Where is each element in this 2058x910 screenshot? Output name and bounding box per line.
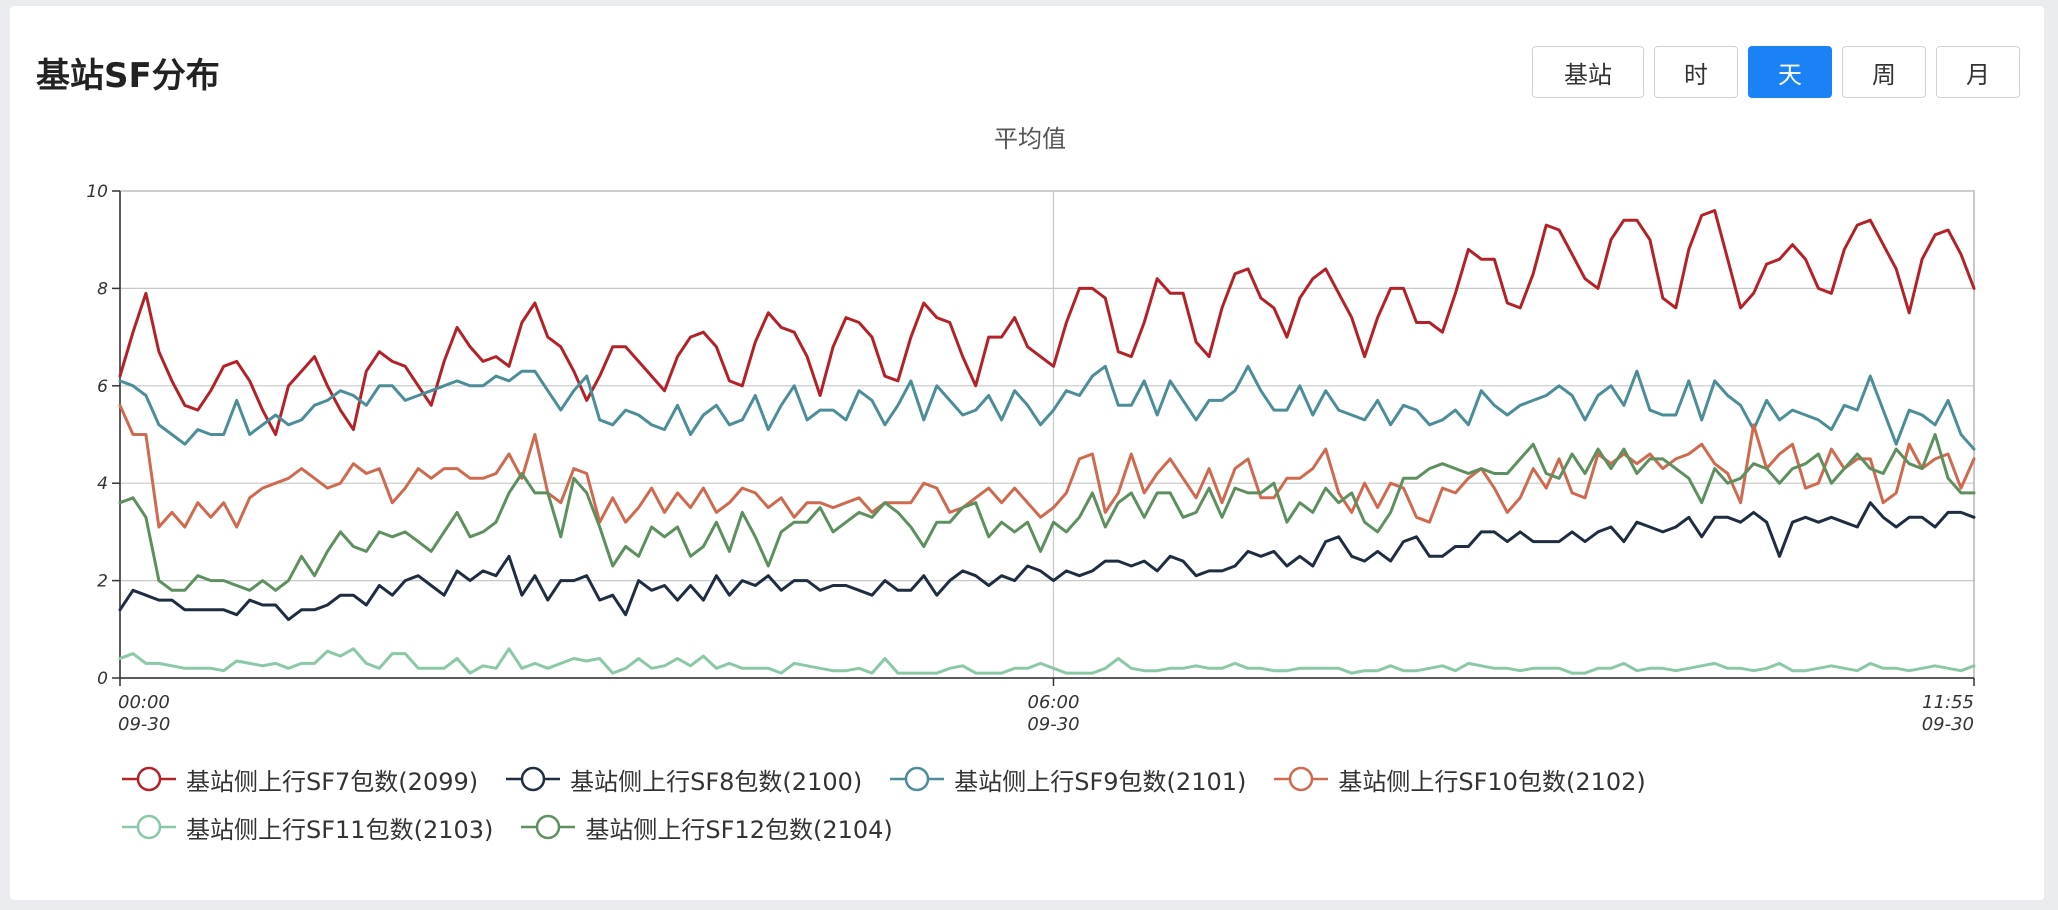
day-button[interactable]: 天	[1748, 46, 1832, 98]
legend-item-6[interactable]: 基站侧上行SF12包数(2104)	[521, 812, 893, 844]
base-station-button[interactable]: 基站	[1532, 46, 1644, 98]
x-tick-label-date: 09-30	[1027, 714, 1079, 735]
grid-lines	[119, 190, 1975, 679]
y-tick-label: 0	[97, 669, 108, 689]
legend: 基站侧上行SF7包数(2099) 基站侧上行SF8包数(2100) 基站侧上行SF9…	[122, 764, 2002, 844]
legend-item-2[interactable]: 基站侧上行SF8包数(2100)	[506, 764, 863, 796]
legend-marker-icon	[890, 766, 945, 792]
legend-item-5[interactable]: 基站侧上行SF11包数(2103)	[122, 812, 494, 844]
legend-item-4[interactable]: 基站侧上行SF10包数(2102)	[1274, 764, 1646, 796]
legend-marker-icon	[1274, 766, 1329, 792]
line-chart: 平均值 024681000:0009-3006:0009-3011:5509-3…	[86, 125, 1976, 735]
series-lines	[118, 209, 1976, 675]
legend-label: 基站侧上行SF11包数(2103)	[186, 815, 494, 844]
x-tick-label-time: 06:00	[1028, 692, 1080, 713]
month-button[interactable]: 月	[1936, 46, 2020, 98]
y-tick-label: 4	[97, 474, 108, 494]
y-tick-label: 2	[97, 572, 108, 592]
y-tick-label: 8	[97, 279, 108, 299]
x-tick-label-time: 11:55	[1922, 692, 1974, 713]
legend-marker-icon	[122, 766, 176, 792]
legend-marker-icon	[122, 814, 176, 840]
page-title: 基站SF分布	[36, 56, 220, 96]
plot-border	[119, 190, 1975, 679]
legend-label: 基站侧上行SF7包数(2099)	[186, 767, 479, 796]
chart-title: 平均值	[994, 125, 1066, 153]
x-tick-label-date: 09-30	[118, 714, 170, 735]
series-line-5	[118, 647, 1976, 675]
series-line-2	[118, 501, 1976, 622]
legend-marker-icon	[506, 766, 561, 792]
legend-marker-icon	[521, 814, 576, 840]
x-tick-label-time: 00:00	[118, 692, 170, 713]
range-button-group: 基站 时 天 周 月	[1532, 46, 2020, 98]
chart-card	[10, 6, 2044, 900]
legend-label: 基站侧上行SF10包数(2102)	[1338, 767, 1646, 796]
series-line-3	[118, 364, 1976, 451]
hour-button[interactable]: 时	[1654, 46, 1738, 98]
week-button[interactable]: 周	[1842, 46, 1926, 98]
legend-label: 基站侧上行SF8包数(2100)	[570, 767, 863, 796]
x-tick-label-date: 09-30	[1922, 714, 1974, 735]
legend-label: 基站侧上行SF12包数(2104)	[585, 815, 893, 844]
series-line-1	[118, 209, 1976, 436]
y-tick-label: 10	[86, 182, 108, 202]
series-line-6	[118, 433, 1976, 592]
legend-item-1[interactable]: 基站侧上行SF7包数(2099)	[122, 764, 479, 796]
series-line-4	[118, 403, 1976, 529]
y-tick-label: 6	[97, 377, 108, 397]
legend-label: 基站侧上行SF9包数(2101)	[954, 767, 1247, 796]
legend-item-3[interactable]: 基站侧上行SF9包数(2101)	[890, 764, 1247, 796]
